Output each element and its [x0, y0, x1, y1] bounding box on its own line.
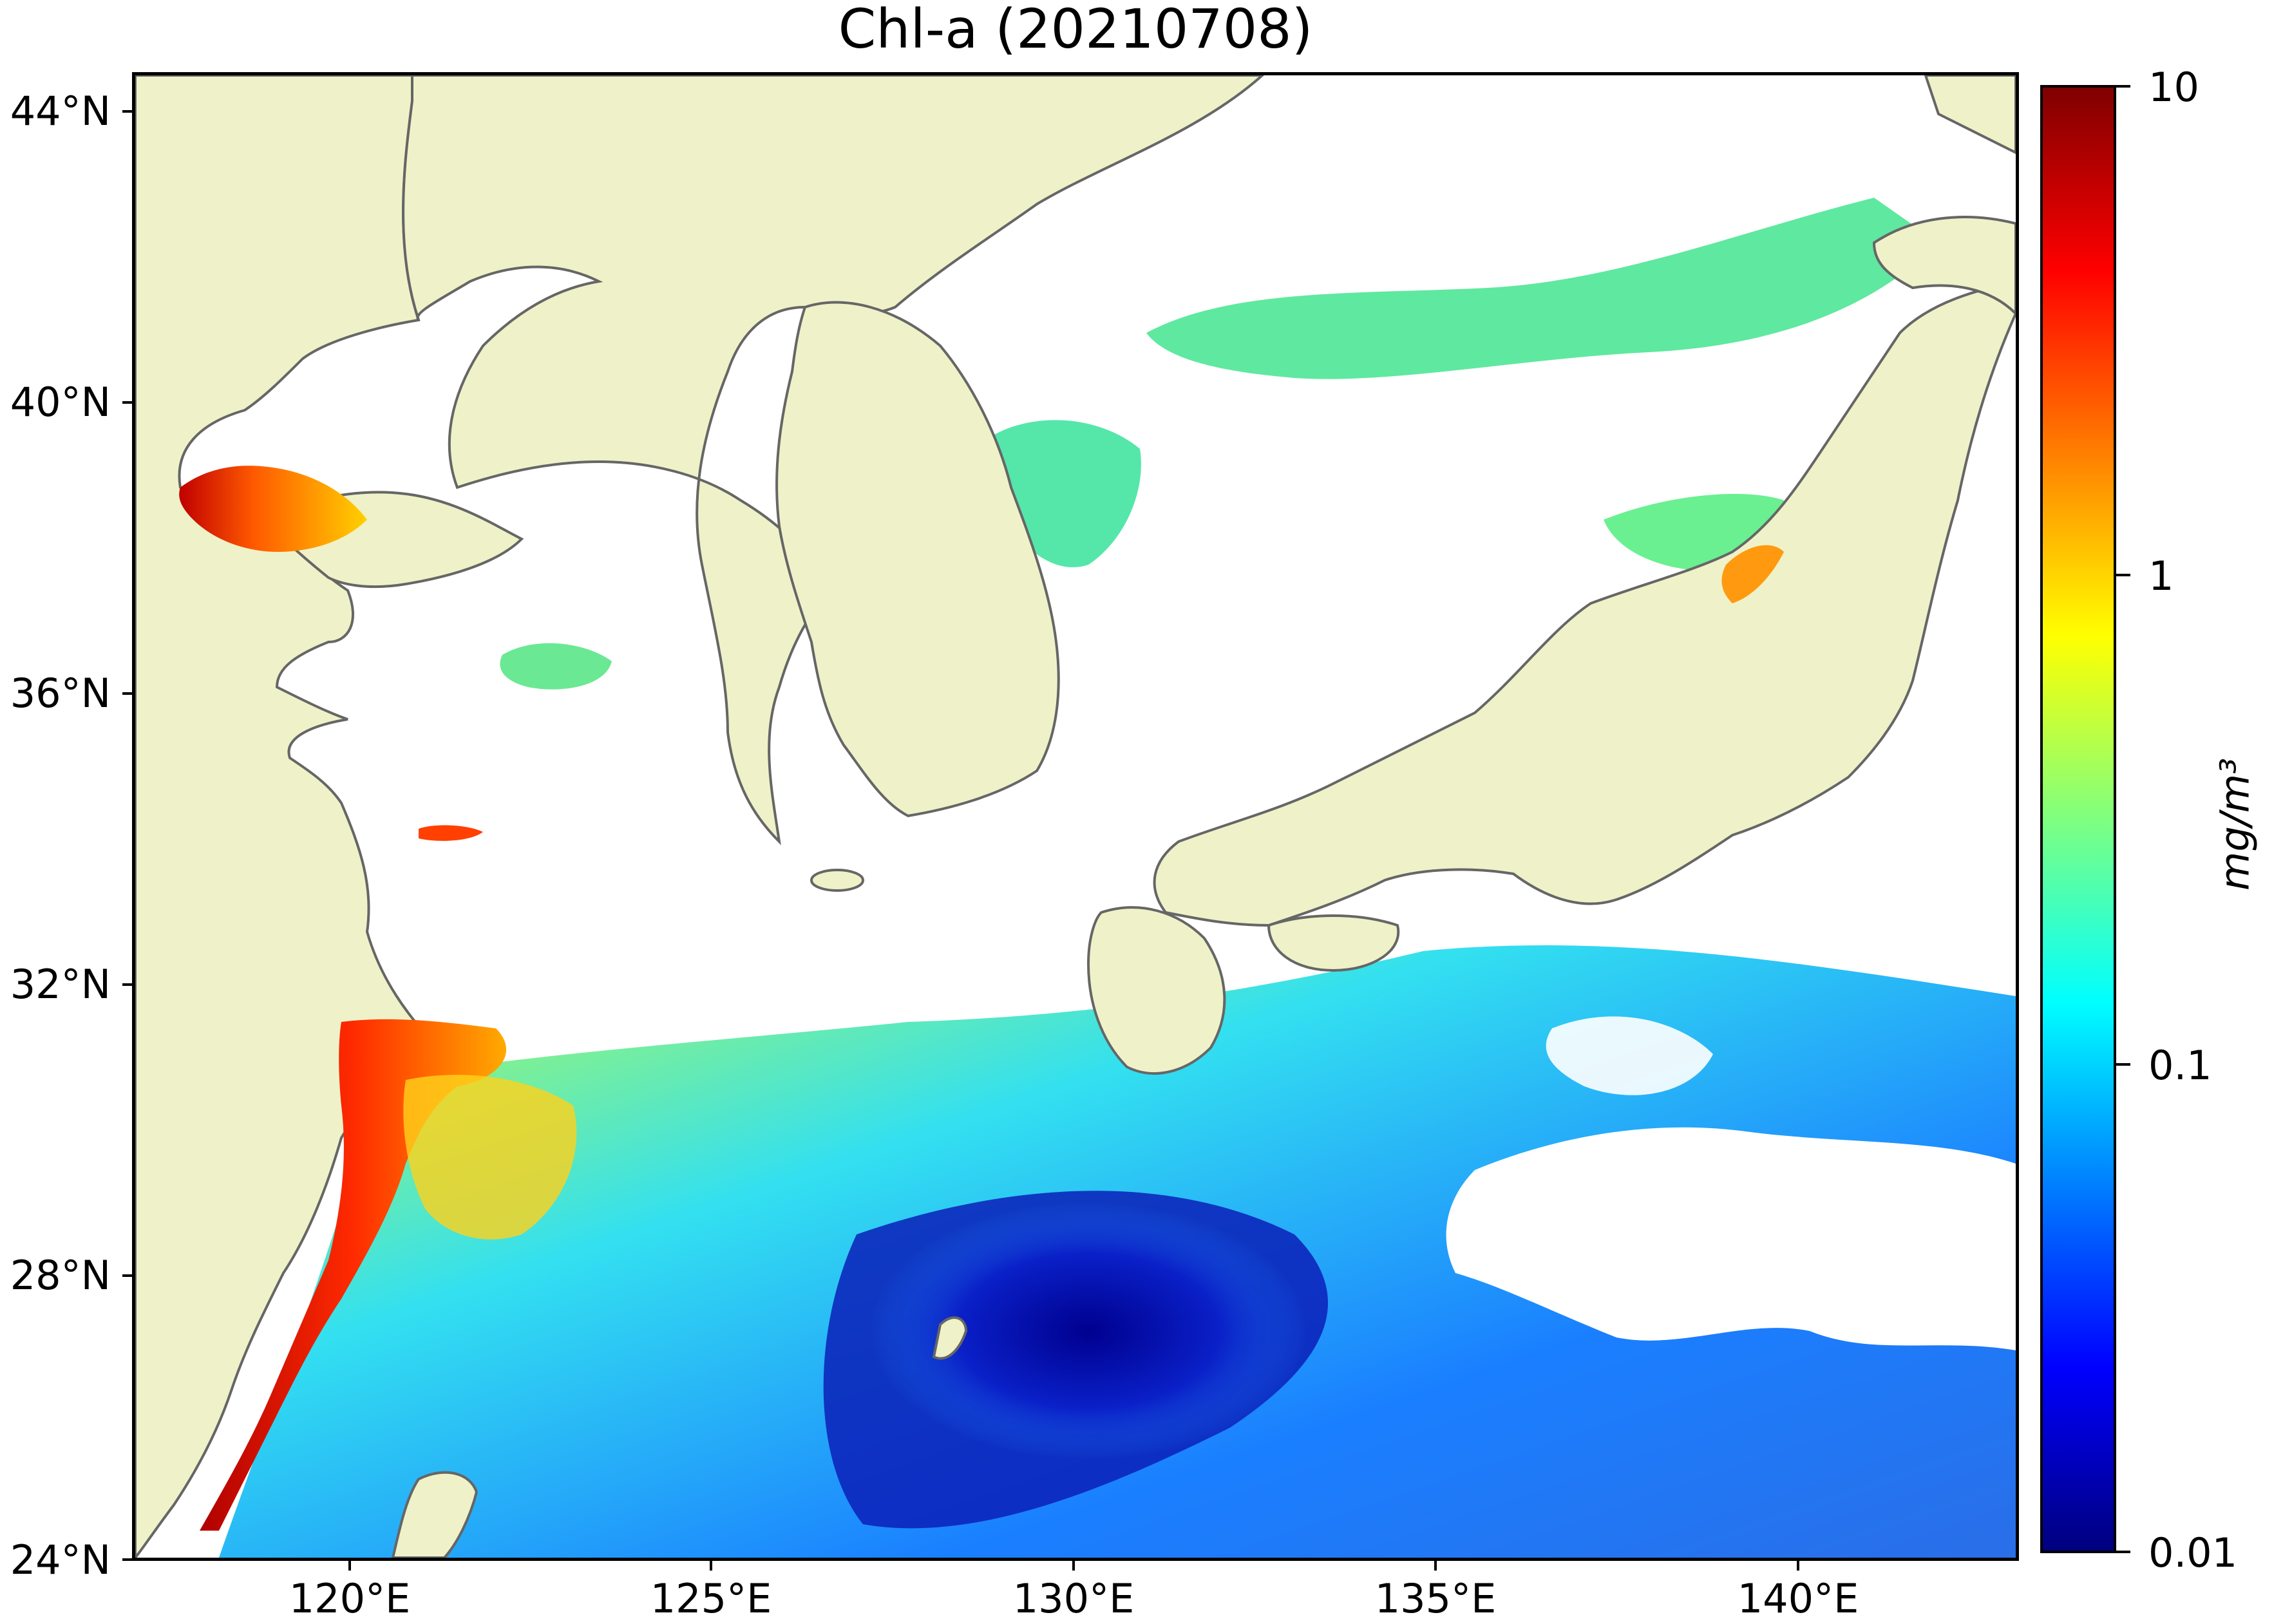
lat-tick-44: [122, 110, 132, 113]
central-cloud-patch: [1546, 1016, 1713, 1095]
colorbar-tick-10: [2116, 85, 2130, 88]
lat-label-40: 40°N: [10, 379, 111, 426]
taiwan: [391, 1471, 478, 1558]
sakhalin-coast: [1924, 75, 2016, 155]
deep-oligotrophic-patch: [869, 1202, 1307, 1460]
jeju-island: [810, 869, 864, 892]
lat-tick-32: [122, 983, 132, 986]
colorbar-unit-label: mg/m³: [2211, 758, 2259, 891]
japan-shikoku: [1267, 914, 1400, 972]
lat-label-44: 44°N: [10, 88, 111, 135]
lon-label-120: 120°E: [289, 1575, 411, 1622]
colorbar-label-10: 10: [2148, 64, 2199, 111]
colorbar-tick-1: [2116, 574, 2130, 576]
lon-tick-140: [1797, 1561, 1799, 1571]
lon-label-130: 130°E: [1012, 1575, 1135, 1622]
lon-label-125: 125°E: [650, 1575, 772, 1622]
japan-kyushu: [1086, 906, 1226, 1075]
map-title: Chl-a (20210708): [838, 0, 1313, 61]
lat-tick-24: [122, 1558, 132, 1561]
lon-tick-120: [348, 1561, 351, 1571]
japan-honshu: [1153, 286, 2016, 927]
lat-tick-40: [122, 401, 132, 404]
yangtze-plume: [403, 1075, 577, 1240]
china-mainland: [135, 75, 447, 1558]
colorbar-tick-0-01: [2116, 1551, 2130, 1553]
sea-of-japan-patch-2: [992, 420, 1141, 567]
bohai-bay-bloom: [179, 466, 367, 552]
lat-tick-36: [122, 692, 132, 695]
lon-label-140: 140°E: [1737, 1575, 1859, 1622]
japan-hokkaido: [1872, 216, 2016, 316]
honshu-bloom: [1721, 545, 1784, 603]
chlorophyll-map: [132, 72, 2019, 1561]
yellow-sea-patch: [500, 643, 612, 690]
lat-tick-28: [122, 1274, 132, 1277]
east-china-coast-bloom: [200, 1019, 507, 1531]
lat-label-32: 32°N: [10, 961, 111, 1008]
lon-tick-125: [710, 1561, 712, 1571]
sea-of-japan-patch: [1146, 198, 1938, 379]
colorbar: [2040, 85, 2116, 1553]
map-canvas: [135, 75, 2016, 1558]
ryukyu-islands: [932, 1316, 968, 1360]
colorbar-tick-0-1: [2116, 1063, 2130, 1066]
korean-peninsula: [775, 301, 1060, 818]
lat-label-36: 36°N: [10, 670, 111, 717]
lat-label-28: 28°N: [10, 1252, 111, 1299]
yellow-sea-small-bloom: [419, 825, 483, 841]
colorbar-label-0-01: 0.01: [2148, 1529, 2238, 1576]
colorbar-label-0-1: 0.1: [2148, 1042, 2212, 1089]
colorbar-label-1: 1: [2148, 552, 2174, 600]
lon-tick-130: [1072, 1561, 1075, 1571]
eastern-cloud-patch: [1446, 1127, 2016, 1350]
lon-label-135: 135°E: [1374, 1575, 1497, 1622]
lat-label-24: 24°N: [10, 1536, 111, 1583]
lon-tick-135: [1434, 1561, 1437, 1571]
